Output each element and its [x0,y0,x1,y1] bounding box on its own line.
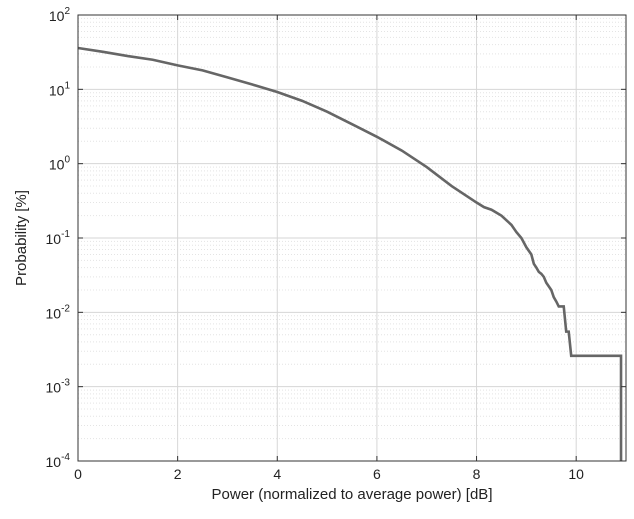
ccdf-series-line [77,46,623,461]
x-tick-label: 0 [74,466,82,482]
y-tick-label: 10-4 [46,452,71,470]
series-layer [77,46,623,461]
x-tick-labels: 0 2 4 6 8 10 [74,466,584,482]
y-tick-label: 10-1 [46,229,71,247]
y-tick-label: 101 [49,80,71,98]
x-axis-label: Power (normalized to average power) [dB] [212,486,493,503]
x-tick-label: 8 [473,466,481,482]
y-tick-label: 102 [49,6,71,24]
axis-ticks [77,14,626,462]
x-tick-label: 6 [373,466,381,482]
x-tick-label: 4 [273,466,281,482]
major-grid [78,15,626,461]
minor-grid [78,17,626,440]
x-tick-label: 2 [174,466,182,482]
y-tick-label: 10-3 [46,378,71,396]
y-tick-label: 100 [49,155,71,173]
x-tick-label: 10 [568,466,584,482]
y-tick-labels: 10-4 10-3 10-2 10-1 100 101 102 [46,6,71,470]
y-tick-label: 10-2 [46,303,71,321]
y-axis-label: Probability [%] [13,190,30,286]
